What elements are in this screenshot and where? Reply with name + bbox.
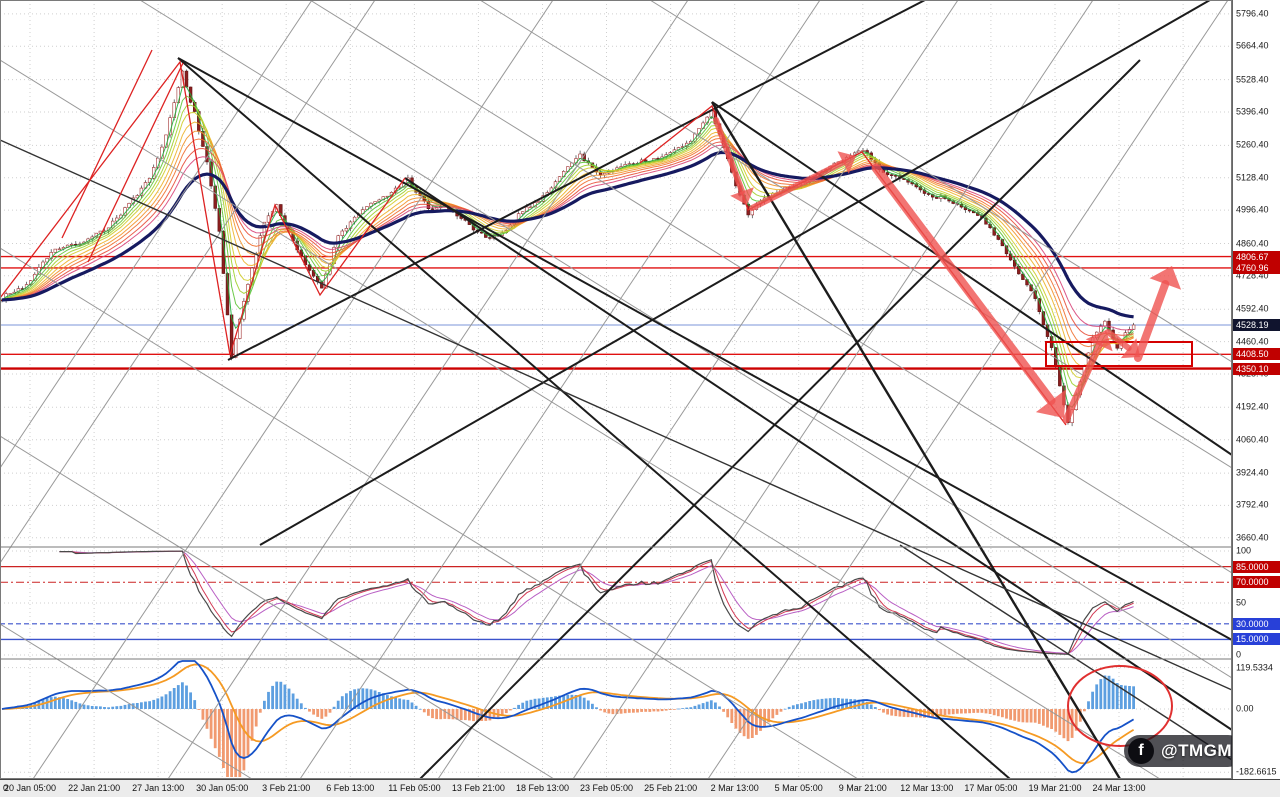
time-axis-label: 19 Mar 21:00 bbox=[1028, 783, 1082, 793]
rsi-scale-label: 0 bbox=[1236, 649, 1242, 660]
time-axis-label: 12 Mar 13:00 bbox=[900, 783, 954, 793]
price-scale-label: 4728.40 bbox=[1236, 270, 1269, 281]
chart-canvas-wrap[interactable] bbox=[0, 0, 1233, 780]
price-scale-label: 4192.40 bbox=[1236, 401, 1269, 412]
macd-scale-label: 119.5334 bbox=[1236, 662, 1273, 673]
price-scale-label: 4060.40 bbox=[1236, 434, 1269, 445]
time-axis[interactable]: 0 20 Jan 05:00 22 Jan 21:00 27 Jan 13:00 30 … bbox=[0, 779, 1280, 797]
price-scale-label: 4460.40 bbox=[1236, 336, 1269, 347]
current-price-badge: 4528.19 bbox=[1233, 319, 1280, 331]
chart-canvas[interactable] bbox=[0, 0, 1233, 780]
panel-separators bbox=[0, 0, 1232, 779]
time-axis-label: 3 Feb 21:00 bbox=[262, 783, 311, 793]
rsi-level-badge: 70.0000 bbox=[1233, 576, 1280, 589]
rsi-level-badge: 15.0000 bbox=[1233, 633, 1280, 646]
time-axis-label: 9 Mar 21:00 bbox=[838, 783, 887, 793]
price-level-badge: 4806.67 bbox=[1233, 250, 1280, 263]
rsi-level-badge: 30.0000 bbox=[1233, 617, 1280, 630]
price-level-badge: 4408.50 bbox=[1233, 348, 1280, 361]
time-axis-label: 11 Feb 05:00 bbox=[388, 783, 441, 793]
chart-area[interactable]: f @TMGM bbox=[0, 0, 1245, 780]
grid-layer bbox=[0, 0, 1232, 779]
time-axis-label: 25 Feb 21:00 bbox=[644, 783, 698, 793]
tmgm-watermark-text: @TMGM bbox=[1161, 741, 1233, 760]
time-axis-label: 30 Jan 05:00 bbox=[196, 783, 249, 793]
price-scale-label: 5260.40 bbox=[1236, 139, 1269, 150]
time-axis-edge-label: 0 bbox=[3, 783, 9, 793]
candles-layer bbox=[0, 69, 1136, 427]
time-axis-label: 5 Mar 05:00 bbox=[774, 783, 823, 793]
time-axis-label: 22 Jan 21:00 bbox=[68, 783, 121, 793]
time-axis-label: 24 Mar 13:00 bbox=[1092, 783, 1146, 793]
price-scale-label: 5396.40 bbox=[1236, 106, 1269, 117]
rsi-level-badge: 85.0000 bbox=[1233, 560, 1280, 573]
price-scale-label: 5128.40 bbox=[1236, 172, 1269, 183]
macd-lines bbox=[1, 660, 1135, 774]
price-scale-label: 5796.40 bbox=[1236, 8, 1269, 19]
macd-scale-label: -182.6615 bbox=[1236, 766, 1277, 777]
price-scale-label: 3792.40 bbox=[1236, 499, 1269, 510]
time-axis-label: 20 Jan 05:00 bbox=[3, 783, 57, 793]
rsi-scale-label: 50 bbox=[1236, 597, 1247, 608]
macd-histogram bbox=[4, 675, 1135, 777]
price-level-badge: 4760.96 bbox=[1233, 261, 1280, 274]
rsi-curves bbox=[59, 550, 1134, 655]
time-axis-label: 13 Feb 21:00 bbox=[451, 783, 505, 793]
time-axis-label: 6 Feb 13:00 bbox=[326, 783, 375, 793]
time-axis-label: 2 Mar 13:00 bbox=[710, 783, 759, 793]
tmgm-watermark: f @TMGM bbox=[1124, 735, 1245, 767]
price-scale-label: 3660.40 bbox=[1236, 532, 1269, 543]
price-scale-label: 3924.40 bbox=[1236, 467, 1269, 478]
trade-arrows[interactable] bbox=[713, 117, 1182, 424]
price-scale-label: 5664.40 bbox=[1236, 40, 1269, 51]
price-scale-label: 4860.40 bbox=[1236, 238, 1269, 248]
price-scale-label: 4996.40 bbox=[1236, 204, 1269, 215]
time-axis-label: 18 Feb 13:00 bbox=[515, 783, 570, 793]
highlight-circle[interactable] bbox=[1067, 665, 1173, 747]
time-axis-label: 27 Jan 13:00 bbox=[132, 783, 185, 793]
price-scale-label: 5528.40 bbox=[1236, 74, 1269, 85]
macd-scale-label: 0.00 bbox=[1236, 703, 1254, 714]
time-axis-label: 23 Feb 05:00 bbox=[579, 783, 634, 793]
price-scale[interactable]: 5796.40 5664.40 5528.40 5396.40 5260.40 5128.… bbox=[1232, 0, 1280, 779]
tmgm-logo-icon: f bbox=[1128, 738, 1154, 764]
price-scale-label: 4592.40 bbox=[1236, 303, 1269, 314]
rsi-scale-label: 100 bbox=[1236, 545, 1252, 556]
price-level-badge: 4350.10 bbox=[1233, 362, 1280, 375]
time-axis-label: 17 Mar 05:00 bbox=[964, 783, 1018, 793]
